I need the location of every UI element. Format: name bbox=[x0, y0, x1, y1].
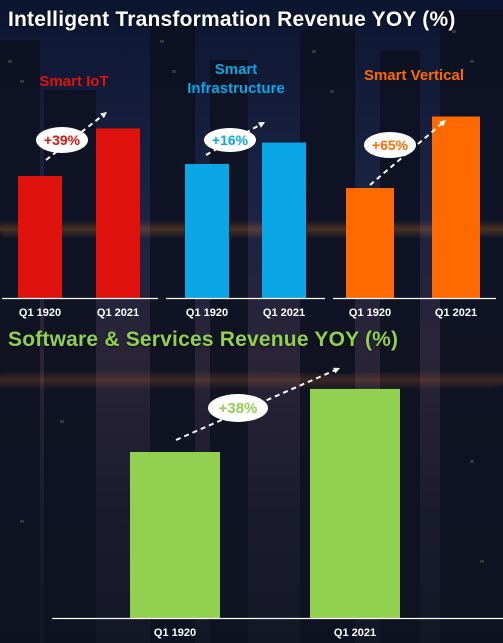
x-tick-label-software: Q1 1920 bbox=[154, 627, 196, 639]
growth-arrow-software bbox=[175, 369, 335, 441]
growth-label-software: +38% bbox=[219, 400, 258, 417]
chart-software: Q1 1920 Q1 2021 +38% bbox=[52, 367, 503, 639]
bar-infra-q1-1920 bbox=[185, 164, 229, 298]
x-tick-label-infra: Q1 2021 bbox=[263, 307, 305, 319]
x-tick-label-vertical: Q1 2021 bbox=[435, 307, 477, 319]
growth-arrowhead-iot bbox=[100, 112, 107, 119]
chart-infra: Smart Infrastructure Q1 1920 Q1 2021 +16% bbox=[166, 61, 325, 319]
bar-infra-q1-2021 bbox=[262, 142, 306, 298]
bar-iot-q1-1920 bbox=[18, 176, 62, 298]
growth-badge-iot bbox=[36, 127, 88, 153]
growth-arrowhead-vertical bbox=[439, 120, 446, 127]
growth-arrowhead-infra bbox=[258, 122, 265, 128]
bar-software-q1-1920 bbox=[130, 452, 220, 618]
chart-subtitle-vertical: Smart Vertical bbox=[364, 67, 464, 84]
growth-arrowhead-software bbox=[333, 367, 340, 374]
chart-subtitle-iot: Smart IoT bbox=[39, 73, 108, 90]
x-tick-label-iot: Q1 1920 bbox=[19, 307, 61, 319]
growth-badge-software bbox=[208, 394, 268, 422]
growth-label-vertical: +65% bbox=[372, 137, 409, 153]
x-tick-label-iot: Q1 2021 bbox=[97, 307, 139, 319]
bar-iot-q1-2021 bbox=[96, 128, 140, 298]
x-tick-label-infra: Q1 1920 bbox=[186, 307, 228, 319]
chart-subtitle-infra: Smart bbox=[215, 61, 258, 78]
growth-label-iot: +39% bbox=[44, 132, 81, 148]
chart-title-software-services: Software & Services Revenue YOY (%) bbox=[8, 328, 399, 351]
chart-iot: Smart IoT Q1 1920 Q1 2021 +39% bbox=[2, 73, 158, 319]
bar-vertical-q1-2021 bbox=[432, 116, 480, 298]
bar-software-q1-2021 bbox=[310, 388, 400, 618]
growth-badge-infra bbox=[204, 128, 256, 152]
growth-arrow-iot bbox=[45, 114, 103, 161]
chart-vertical: Smart Vertical Q1 1920 Q1 2021 +65% bbox=[333, 67, 496, 319]
x-tick-label-software: Q1 2021 bbox=[334, 627, 376, 639]
bar-vertical-q1-1920 bbox=[346, 188, 394, 298]
growth-badge-vertical bbox=[364, 132, 416, 158]
chart-title-intelligent-transformation: Intelligent Transformation Revenue YOY (… bbox=[8, 8, 456, 31]
x-tick-label-vertical: Q1 1920 bbox=[349, 307, 391, 319]
growth-label-infra: +16% bbox=[212, 132, 249, 148]
chart-subtitle-infra: Infrastructure bbox=[187, 80, 285, 97]
